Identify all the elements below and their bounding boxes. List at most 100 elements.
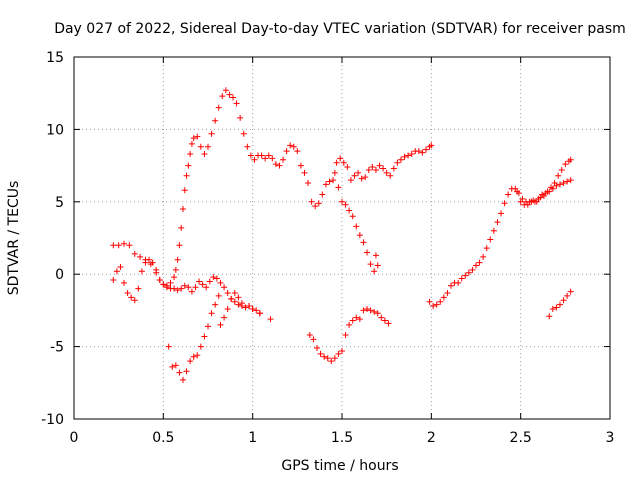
x-tick-label: 1 (248, 430, 257, 446)
data-point (178, 224, 185, 231)
data-point (331, 355, 338, 362)
data-point (462, 272, 469, 279)
data-point (331, 169, 338, 176)
data-point (171, 285, 178, 292)
data-point (206, 278, 213, 285)
data-point (560, 179, 567, 186)
data-point (501, 200, 508, 207)
data-point (531, 198, 538, 205)
data-point (313, 345, 320, 352)
data-point (176, 369, 183, 376)
data-point (171, 274, 178, 281)
data-point (447, 282, 454, 289)
data-point (131, 297, 138, 304)
data-point (137, 253, 144, 260)
data-point (556, 181, 563, 188)
data-point (212, 301, 219, 308)
data-point (187, 151, 194, 158)
data-point (355, 169, 362, 176)
data-point (181, 282, 188, 289)
data-point (242, 304, 249, 311)
data-point (185, 284, 192, 291)
data-point (249, 305, 256, 312)
y-tick-label: 15 (46, 50, 64, 66)
data-point (306, 332, 313, 339)
data-point (476, 259, 483, 266)
data-point (349, 317, 356, 324)
data-point (342, 201, 349, 208)
data-point (228, 295, 235, 302)
data-point (110, 242, 117, 249)
data-point (498, 210, 505, 217)
data-point (546, 188, 553, 195)
data-point (381, 317, 388, 324)
data-point (312, 203, 319, 210)
data-point (174, 256, 181, 263)
data-point (372, 252, 379, 259)
data-point (426, 298, 433, 305)
data-point (172, 362, 179, 369)
data-point (253, 307, 260, 314)
data-point (192, 284, 199, 291)
data-point (221, 284, 228, 291)
data-point (349, 213, 356, 220)
x-tick-label: 2 (427, 430, 436, 446)
data-point (494, 219, 501, 226)
y-tick-label: 0 (55, 267, 64, 283)
data-point (415, 148, 422, 155)
data-point (167, 279, 174, 286)
data-point (517, 198, 524, 205)
data-point (337, 155, 344, 162)
data-point (560, 297, 567, 304)
data-point (262, 155, 269, 162)
chart-title: Day 027 of 2022, Sidereal Day-to-day VTE… (54, 21, 626, 37)
data-point (539, 191, 546, 198)
data-point (110, 276, 117, 283)
data-point (553, 182, 560, 189)
data-point (385, 320, 392, 327)
data-point (301, 169, 308, 176)
data-point (556, 301, 563, 308)
data-point (458, 275, 465, 282)
data-point (237, 114, 244, 121)
data-point (397, 156, 404, 163)
data-point (419, 149, 426, 156)
data-point (549, 185, 556, 192)
data-point (219, 93, 226, 100)
data-point (335, 350, 342, 357)
data-point (267, 316, 274, 323)
data-point (422, 146, 429, 153)
data-point (115, 242, 122, 249)
data-point (321, 353, 328, 360)
data-point (188, 140, 195, 147)
data-point (440, 294, 447, 301)
data-point (480, 253, 487, 260)
data-point (326, 178, 333, 185)
data-point (353, 223, 360, 230)
data-point (483, 245, 490, 252)
data-point (555, 172, 562, 179)
data-point (201, 333, 208, 340)
data-point (160, 281, 167, 288)
data-point (208, 130, 215, 137)
data-point (315, 200, 322, 207)
data-point (217, 279, 224, 286)
axis-ticks (73, 56, 611, 420)
data-point (163, 284, 170, 291)
data-point (176, 242, 183, 249)
data-point (524, 201, 531, 208)
data-point (394, 159, 401, 166)
data-point (322, 181, 329, 188)
data-point (185, 162, 192, 169)
data-point (199, 281, 206, 288)
data-point (251, 156, 258, 163)
data-point (473, 262, 479, 269)
data-point (183, 172, 190, 179)
data-point (437, 298, 444, 305)
data-point (201, 151, 208, 158)
data-point (258, 152, 265, 159)
grid (74, 57, 610, 419)
data-point (469, 266, 476, 273)
data-point (131, 250, 138, 257)
